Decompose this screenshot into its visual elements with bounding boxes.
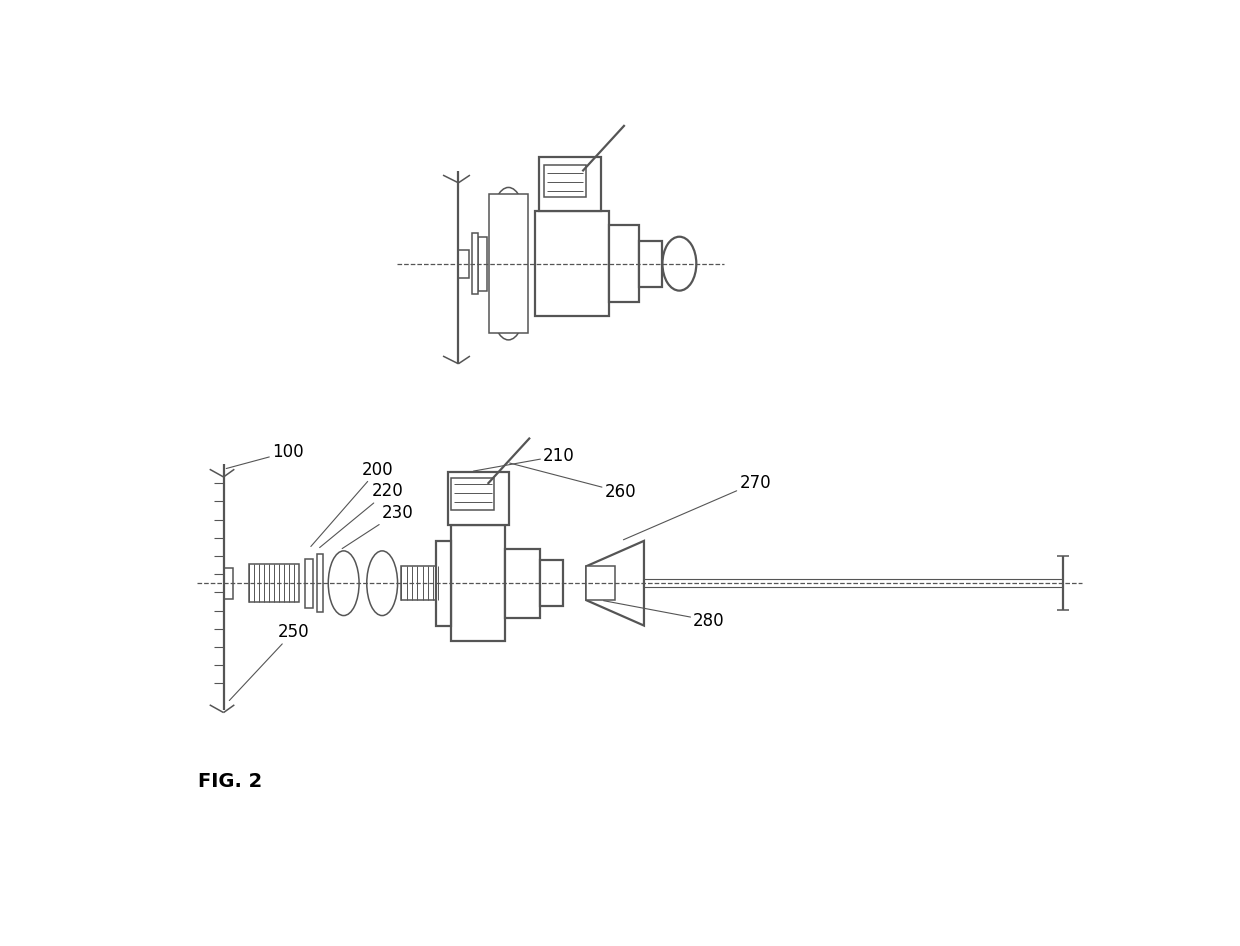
Bar [305, 558, 312, 608]
Bar [451, 478, 494, 510]
Text: 270: 270 [624, 474, 771, 540]
Text: 280: 280 [604, 601, 725, 630]
Polygon shape [587, 541, 644, 625]
Bar [541, 560, 563, 606]
Bar [451, 525, 506, 641]
Bar [490, 194, 528, 333]
Bar [402, 567, 444, 600]
Bar [506, 549, 541, 618]
Bar [477, 236, 487, 290]
Bar [539, 157, 601, 211]
Ellipse shape [662, 236, 697, 290]
Ellipse shape [491, 268, 526, 340]
Bar [544, 166, 587, 198]
Bar [609, 225, 640, 302]
Text: 210: 210 [474, 447, 575, 471]
Bar [472, 233, 477, 294]
Text: 220: 220 [320, 482, 404, 548]
Text: 230: 230 [342, 504, 413, 549]
Bar [640, 240, 662, 287]
Ellipse shape [329, 551, 360, 616]
Text: 260: 260 [510, 463, 636, 501]
Bar [448, 471, 510, 525]
Text: 100: 100 [226, 443, 304, 468]
Bar [459, 250, 469, 277]
Bar [536, 211, 609, 316]
Ellipse shape [491, 187, 526, 260]
Text: 200: 200 [311, 461, 394, 547]
Ellipse shape [367, 551, 398, 616]
Bar [587, 567, 615, 600]
Bar [223, 568, 233, 599]
Text: FIG. 2: FIG. 2 [198, 772, 263, 791]
Bar [249, 564, 299, 603]
Bar [317, 554, 322, 612]
Text: 250: 250 [229, 623, 309, 701]
Bar [436, 541, 451, 625]
